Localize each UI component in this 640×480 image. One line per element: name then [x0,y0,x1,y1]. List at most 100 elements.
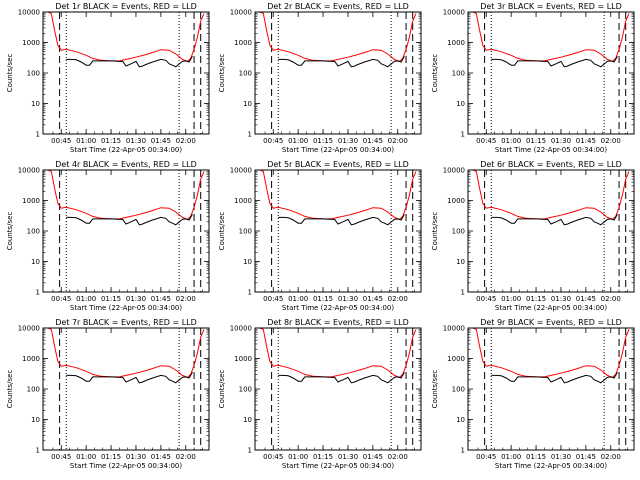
series-line-lld [43,12,205,62]
y-tick-label: 1 [248,447,252,455]
y-tick-label: 10000 [443,9,465,17]
y-tick-label: 100 [239,70,252,78]
x-tick-label: 00:45 [476,295,496,303]
x-tick-label: 01:15 [313,453,333,461]
x-tick-label: 01:15 [313,295,333,303]
x-tick-label: 01:30 [126,137,146,145]
y-tick-label: 100 [27,70,40,78]
x-tick-label: 01:00 [501,453,521,461]
x-tick-label: 01:15 [101,295,121,303]
series-line-events [278,214,405,226]
y-axis-label: Counts/sec [431,212,439,251]
x-tick-label: 01:15 [101,137,121,145]
y-axis-label: Counts/sec [6,370,14,409]
x-tick-label: 02:00 [601,453,621,461]
x-tick-label: 01:30 [338,295,358,303]
y-tick-label: 1 [461,131,465,139]
series-line-lld [468,328,630,378]
x-tick-label: 02:00 [388,295,408,303]
x-tick-label: 01:15 [526,453,546,461]
y-tick-label: 1000 [234,197,252,205]
panel-title: Det 2r BLACK = Events, RED = LLD [267,2,409,11]
series-line-events [491,214,618,226]
y-tick-label: 10000 [18,9,40,17]
x-tick-label: 01:00 [288,295,308,303]
x-tick-label: 01:45 [363,137,383,145]
x-axis-label: Start Time (22-Apr-05 00:34:00) [495,462,607,470]
series-line-events [491,372,618,384]
x-tick-label: 02:00 [601,295,621,303]
y-tick-label: 10 [31,258,40,266]
x-tick-label: 02:00 [176,453,196,461]
y-tick-label: 100 [452,228,465,236]
y-tick-label: 1000 [234,39,252,47]
series-line-events [278,56,405,68]
x-tick-label: 01:00 [76,453,96,461]
x-tick-label: 01:15 [526,295,546,303]
panel-5: Det 5r BLACK = Events, RED = LLD 1 10 100 10… [218,160,422,312]
x-tick-label: 01:00 [76,295,96,303]
x-tick-label: 00:45 [51,453,71,461]
x-axis-label: Start Time (22-Apr-05 00:34:00) [282,462,394,470]
x-tick-label: 02:00 [388,137,408,145]
panel-3: Det 3r BLACK = Events, RED = LLD 1 10 100 10… [431,2,635,154]
panel-2: Det 2r BLACK = Events, RED = LLD 1 10 100 10… [218,2,422,154]
x-tick-label: 01:15 [101,453,121,461]
y-tick-label: 1000 [447,197,465,205]
x-tick-label: 01:00 [501,137,521,145]
x-axis-label: Start Time (22-Apr-05 00:34:00) [282,146,394,154]
plot-frame [467,11,635,135]
y-tick-label: 100 [27,386,40,394]
y-tick-label: 1000 [22,197,40,205]
y-tick-label: 10 [243,258,252,266]
series-line-lld [43,328,205,378]
plot-frame [254,11,422,135]
x-tick-label: 02:00 [176,295,196,303]
y-tick-label: 100 [27,228,40,236]
x-axis-label: Start Time (22-Apr-05 00:34:00) [282,304,394,312]
x-tick-label: 01:30 [551,137,571,145]
y-axis-label: Counts/sec [6,212,14,251]
series-line-lld [255,12,417,62]
x-tick-label: 01:30 [126,295,146,303]
y-tick-label: 10000 [230,325,252,333]
y-tick-label: 1000 [22,355,40,363]
series-line-lld [255,170,417,220]
panel-title: Det 3r BLACK = Events, RED = LLD [480,2,622,11]
panel-8: Det 8r BLACK = Events, RED = LLD 1 10 100 10… [218,318,422,470]
y-tick-label: 10000 [443,167,465,175]
y-tick-label: 1 [248,131,252,139]
x-axis-label: Start Time (22-Apr-05 00:34:00) [70,304,182,312]
x-tick-label: 01:30 [551,295,571,303]
y-tick-label: 1000 [22,39,40,47]
x-tick-label: 01:15 [313,137,333,145]
panel-9: Det 9r BLACK = Events, RED = LLD 1 10 100 10… [431,318,635,470]
y-tick-label: 1000 [234,355,252,363]
x-tick-label: 00:45 [51,295,71,303]
x-tick-label: 01:45 [151,295,171,303]
y-tick-label: 1000 [447,39,465,47]
plot-frame [254,169,422,293]
panel-title: Det 1r BLACK = Events, RED = LLD [55,2,197,11]
y-tick-label: 100 [452,70,465,78]
x-tick-label: 01:30 [338,137,358,145]
y-tick-label: 10 [456,258,465,266]
y-tick-label: 1 [248,289,252,297]
x-tick-label: 01:00 [76,137,96,145]
series-line-lld [43,170,205,220]
series-line-lld [468,170,630,220]
panel-title: Det 7r BLACK = Events, RED = LLD [55,318,197,327]
y-tick-label: 10000 [443,325,465,333]
y-tick-label: 10 [456,416,465,424]
y-tick-label: 10000 [230,9,252,17]
x-axis-label: Start Time (22-Apr-05 00:34:00) [70,146,182,154]
x-tick-label: 00:45 [476,453,496,461]
panel-title: Det 8r BLACK = Events, RED = LLD [267,318,409,327]
x-tick-label: 01:30 [126,453,146,461]
panel-6: Det 6r BLACK = Events, RED = LLD 1 10 100 10… [431,160,635,312]
y-tick-label: 10 [456,100,465,108]
y-tick-label: 100 [239,228,252,236]
plot-frame [467,169,635,293]
y-tick-label: 10000 [18,167,40,175]
x-tick-label: 00:45 [263,453,283,461]
